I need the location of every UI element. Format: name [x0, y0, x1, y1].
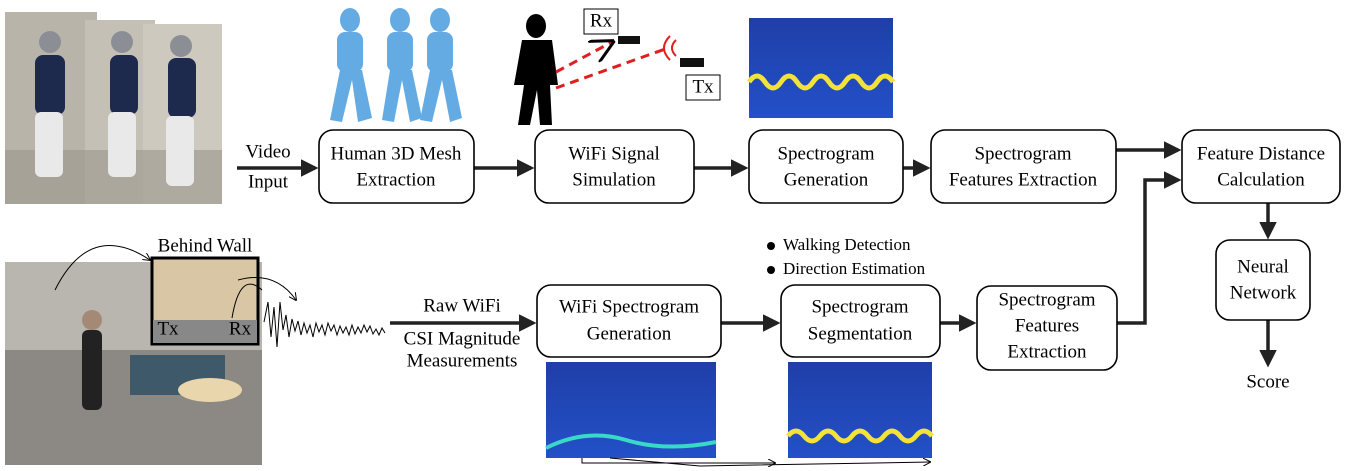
node-box [930, 129, 1117, 204]
node-label: Human 3D Mesh [331, 143, 462, 164]
rx-label: Rx [590, 10, 613, 31]
node-label: Extraction [1007, 341, 1087, 362]
node-label: Spectrogram [974, 143, 1071, 164]
node-box [748, 129, 904, 204]
node-label: Generation [784, 169, 869, 190]
edge-label: Raw WiFi [423, 295, 501, 316]
bullet-text: Direction Estimation [783, 259, 926, 278]
bullet-dot [767, 242, 775, 250]
node-box [536, 284, 722, 358]
node-box [534, 129, 695, 204]
rx-label: Rx [229, 318, 252, 339]
edge-label: Video [245, 141, 290, 162]
behind-wall-label: Behind Wall [158, 235, 253, 256]
edge-label: CSI Magnitude [404, 328, 521, 349]
node-label: Spectrogram [998, 289, 1095, 310]
through-wall-photo: Behind Wall Tx Rx [5, 235, 296, 465]
node-label: Feature Distance [1197, 143, 1325, 164]
tx-label: Tx [692, 76, 714, 97]
node-box [1181, 129, 1341, 204]
arrows [237, 141, 1277, 368]
spectrogram-images [545, 18, 934, 466]
csi-signal [263, 301, 386, 348]
node-label: Generation [587, 323, 672, 344]
node-box [780, 284, 941, 358]
walking-photos [5, 12, 222, 204]
node-label: WiFi Signal [568, 143, 660, 164]
node-label: Spectrogram [811, 296, 908, 317]
node-box [318, 129, 475, 204]
node-box [976, 285, 1118, 371]
node-label: Spectrogram [777, 143, 874, 164]
mesh-figures [330, 8, 462, 122]
node-label: Extraction [356, 169, 436, 190]
node-label: Neural [1237, 256, 1289, 277]
node-label: Simulation [572, 169, 656, 190]
edge-label: Input [248, 171, 289, 192]
edge-label: Measurements [407, 350, 518, 371]
output-label: Score [1246, 371, 1289, 392]
node-box [1215, 239, 1311, 321]
wifi-simulation-illustration: Rx Tx [514, 8, 721, 125]
node-label: Features [1015, 315, 1079, 336]
bullet-dot [767, 266, 775, 274]
node-label: WiFi Spectrogram [559, 296, 699, 317]
node-label: Network [1230, 282, 1297, 303]
tx-label: Tx [157, 318, 179, 339]
nodes: Human 3D Mesh Extraction WiFi Signal Sim… [318, 129, 1341, 371]
node-label: Features Extraction [949, 169, 1098, 190]
node-label: Calculation [1217, 169, 1305, 190]
bullet-text: Walking Detection [783, 235, 911, 254]
node-label: Segmentation [808, 323, 913, 344]
